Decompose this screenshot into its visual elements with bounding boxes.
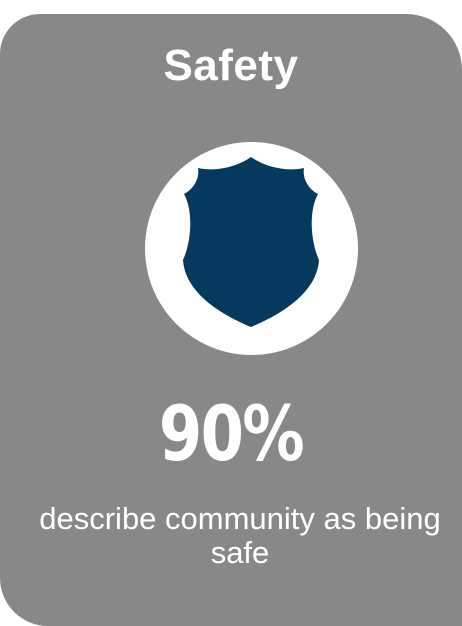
stat-value: 90%	[158, 389, 305, 478]
police-shield-icon	[183, 157, 319, 327]
card-title: Safety	[163, 41, 299, 90]
safety-stat-card: Safety 90% describe community as being s…	[0, 14, 462, 626]
icon-circle	[145, 142, 358, 355]
stat-caption: describe community as being safe	[39, 501, 441, 570]
